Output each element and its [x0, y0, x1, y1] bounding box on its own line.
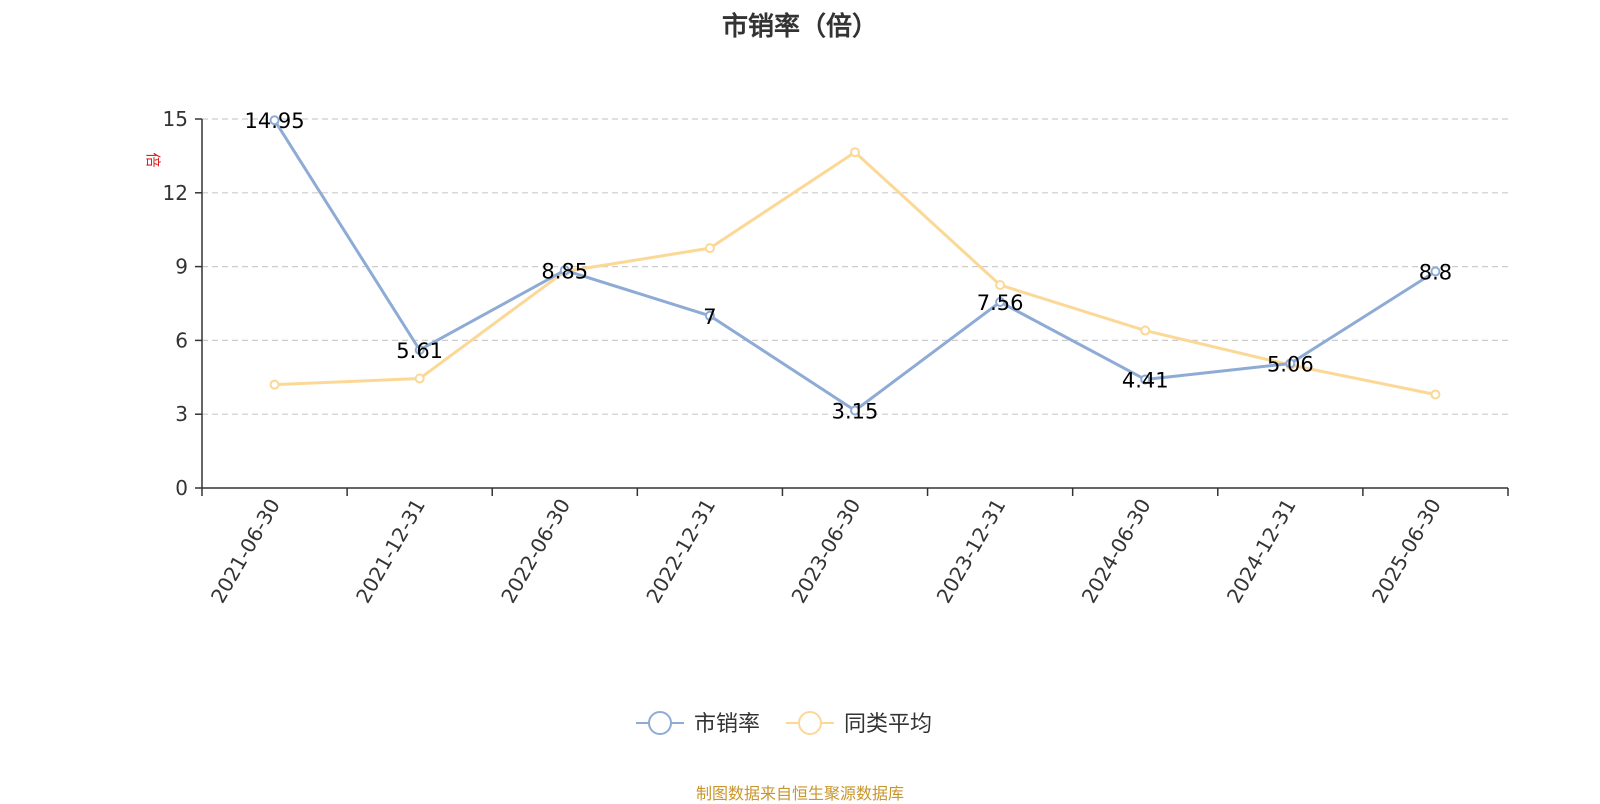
legend-label: 同类平均 — [844, 712, 932, 737]
x-tick-label: 2022-12-31 — [641, 495, 720, 608]
data-label: 8.85 — [541, 259, 588, 283]
data-point — [704, 243, 715, 254]
y-tick-label: 6 — [175, 328, 188, 352]
data-point — [704, 310, 715, 321]
data-point — [1140, 374, 1151, 385]
data-label: 5.61 — [396, 339, 443, 363]
x-tick-label: 2021-12-31 — [351, 494, 430, 607]
source-note: 制图数据来自恒生聚源数据库 — [695, 784, 904, 803]
data-point — [1430, 266, 1441, 277]
data-point — [269, 379, 280, 390]
data-point — [269, 115, 280, 126]
legend-marker — [648, 711, 672, 735]
chart-title: 市销率（倍） — [721, 12, 878, 42]
data-label: 8.8 — [1419, 261, 1452, 285]
data-point — [850, 405, 860, 416]
data-point — [995, 297, 1006, 308]
data-label: 7.56 — [977, 291, 1024, 315]
x-tick-label: 2024-12-31 — [1222, 495, 1301, 608]
x-tick-label: 2021-06-30 — [206, 495, 285, 608]
x-tick-label: 2025-06-30 — [1367, 495, 1446, 608]
data-point — [1430, 389, 1441, 400]
data-point — [414, 373, 425, 384]
data-label: 14.95 — [244, 109, 304, 133]
legend-marker — [798, 711, 822, 735]
data-label: 5.06 — [1267, 353, 1314, 377]
x-tick-label: 2024-06-30 — [1077, 495, 1156, 608]
data-point — [414, 344, 425, 355]
data-point — [1140, 325, 1151, 336]
data-point — [850, 147, 860, 158]
data-point — [995, 280, 1006, 291]
legend-label: 市销率 — [694, 712, 760, 737]
y-tick-label: 0 — [175, 476, 188, 500]
y-axis-label: 倍 — [144, 152, 162, 167]
data-label: 3.15 — [832, 400, 879, 424]
x-tick-label: 2022-06-30 — [496, 495, 575, 608]
x-tick-label: 2023-12-31 — [932, 495, 1011, 608]
y-tick-label: 3 — [175, 402, 188, 426]
data-label: 7 — [703, 305, 716, 329]
y-tick-label: 9 — [175, 255, 188, 279]
series-line — [274, 150, 1436, 396]
y-tick-label: 15 — [163, 107, 188, 131]
series-line — [273, 119, 1437, 413]
data-label: 4.41 — [1122, 369, 1169, 393]
y-tick-label: 12 — [163, 181, 188, 205]
data-point — [1285, 358, 1296, 369]
data-point — [559, 265, 570, 276]
x-tick-label: 2023-06-30 — [786, 495, 865, 608]
